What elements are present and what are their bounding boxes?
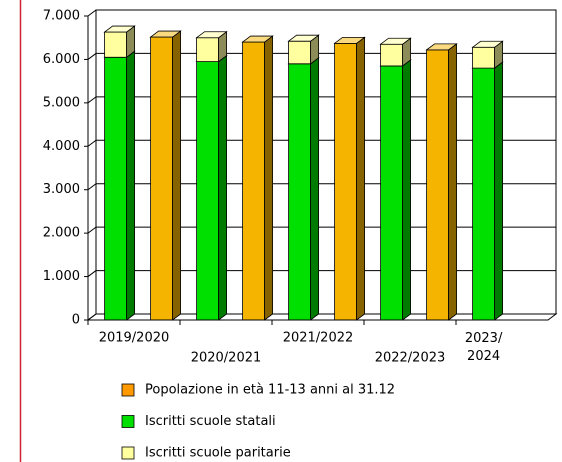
bar [425, 43, 458, 321]
y-tick-label: 2.000 [43, 226, 80, 241]
bar-top [333, 36, 366, 44]
legend-swatch [121, 383, 135, 397]
bar [379, 37, 412, 67]
x-tick-label: 2020/2021 [191, 351, 262, 366]
y-tick-label: 4.000 [43, 139, 80, 154]
bar-top [195, 31, 228, 39]
bar-front [334, 42, 358, 321]
bar-top [241, 35, 274, 43]
bar-side [402, 59, 412, 321]
bar-side [218, 54, 228, 321]
bar-front [472, 46, 496, 69]
x-tick-label: 2019/2020 [99, 331, 170, 346]
grid-diagonal [87, 53, 97, 60]
grid-diagonal [87, 226, 97, 234]
bar [103, 50, 136, 321]
bar [149, 30, 182, 321]
bar-front [104, 56, 127, 321]
y-tick-label: 6.000 [43, 52, 80, 67]
bar [471, 40, 504, 69]
bar-front [472, 67, 496, 321]
y-tick-label: 0 [72, 313, 80, 328]
bar-side [448, 43, 458, 321]
grid-diagonal [87, 96, 97, 104]
bar-front [104, 31, 127, 58]
bar [195, 54, 228, 321]
legend-label: Iscritti scuole statali [145, 414, 276, 429]
bar-side [310, 56, 320, 321]
grid-diagonal [87, 183, 97, 191]
bar-side [126, 50, 136, 321]
x-tick-label: 2022/2023 [375, 351, 446, 366]
grid-diagonal [87, 9, 97, 17]
bar [103, 25, 136, 59]
legend-label: Popolazione in età 11-13 anni al 31.12 [145, 383, 395, 398]
x-tick-label: 2021/2022 [283, 331, 354, 346]
grid-diagonal [87, 313, 97, 321]
bar-front [150, 36, 174, 321]
bar-top [287, 34, 320, 42]
bar-front [196, 61, 220, 321]
bar-front [288, 40, 312, 65]
bar-front [426, 49, 450, 321]
bar-front [196, 37, 220, 63]
grid-diagonal [87, 139, 97, 147]
legend-label: Iscritti scuole paritarie [145, 446, 291, 461]
bar [195, 30, 228, 63]
x-tick-label: 2023/2024 [465, 331, 503, 364]
y-tick-label: 3.000 [43, 182, 80, 197]
bar-front [380, 43, 404, 67]
legend-swatch [121, 415, 135, 428]
y-tick-label: 7.000 [43, 9, 80, 24]
bar-front [288, 63, 312, 321]
bar [379, 59, 412, 321]
bar [287, 34, 320, 65]
bar-front [380, 65, 404, 321]
bar [287, 56, 320, 321]
bar-top [379, 37, 412, 45]
bar-top [149, 30, 182, 38]
bar-side [356, 36, 366, 321]
legend-swatch [121, 446, 135, 460]
bar [241, 35, 274, 321]
bar-top [425, 43, 458, 51]
bar-front [242, 41, 266, 321]
bar-side [494, 61, 504, 321]
y-tick-label: 1.000 [43, 269, 80, 284]
bar-side [264, 35, 274, 321]
y-tick-label: 5.000 [43, 95, 80, 110]
bar-top [471, 40, 504, 48]
grid-diagonal [87, 270, 97, 277]
bar-side [172, 30, 182, 321]
bar [471, 61, 504, 321]
bar-top [103, 25, 136, 33]
bar [333, 36, 366, 321]
